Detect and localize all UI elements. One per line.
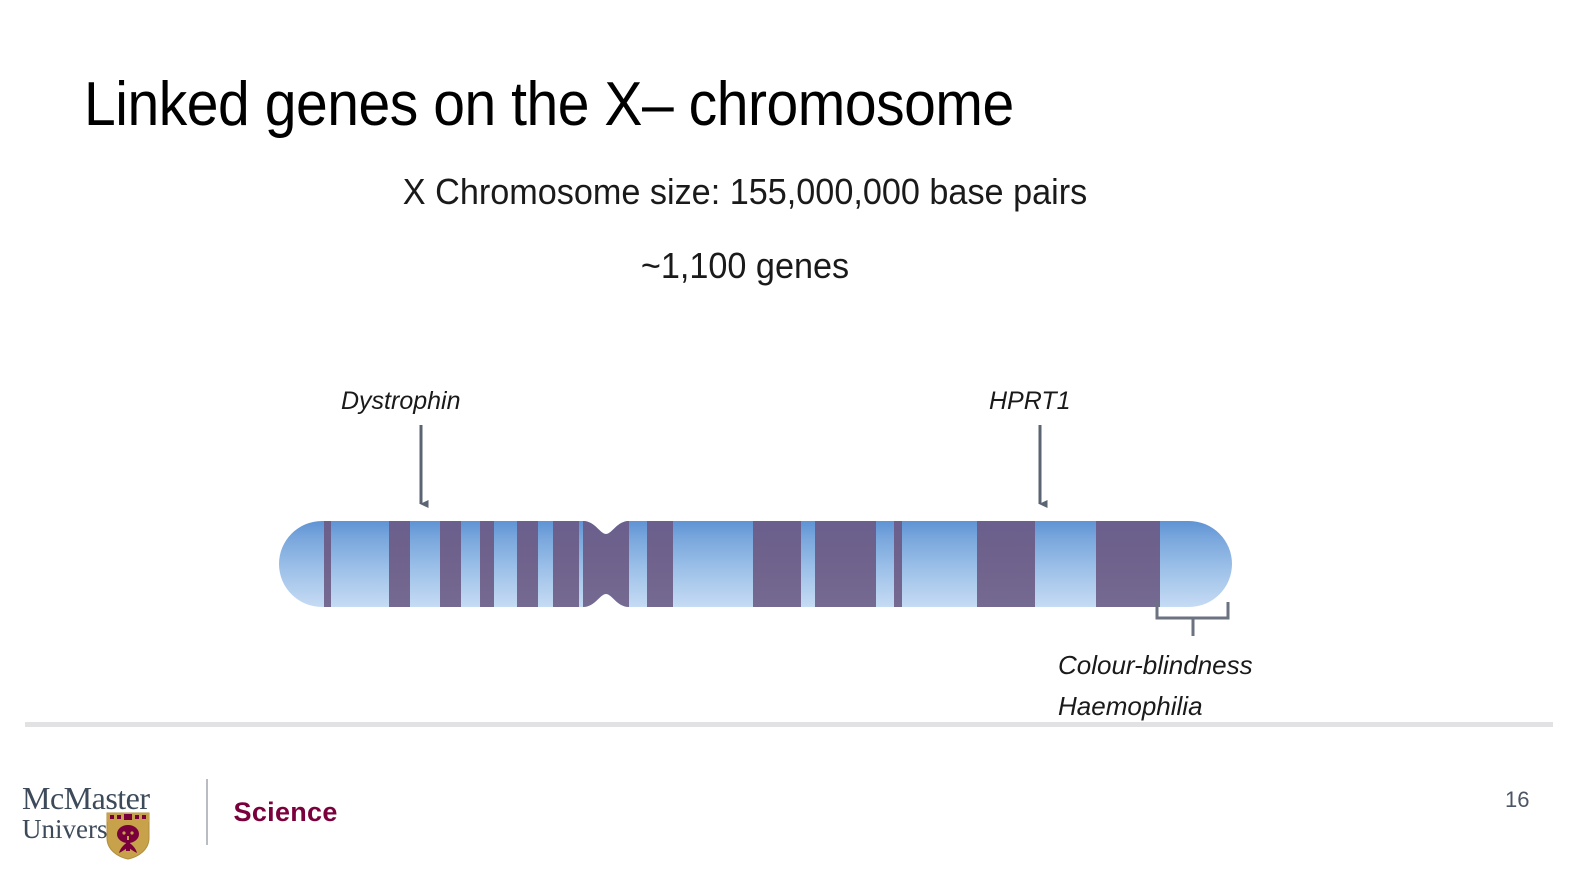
chromosome-band: [517, 521, 538, 607]
page-title: Linked genes on the X– chromosome: [84, 70, 1014, 139]
mcmaster-logo: McMaster University: [22, 779, 338, 860]
region-bracket: [1155, 602, 1230, 636]
chromosome-band: [324, 521, 331, 607]
chromosome-band: [815, 521, 876, 607]
gene-count-text: ~1,100 genes: [640, 245, 850, 286]
chromosome-band: [553, 521, 579, 607]
chromosome-band: [440, 521, 461, 607]
chromosome-size-text: X Chromosome size: 155,000,000 base pair…: [402, 171, 1088, 212]
chromosome-body: [279, 521, 1232, 607]
wordmark-mcmaster: McMaster: [22, 779, 150, 816]
chromosome-band: [977, 521, 1035, 607]
region-label-haemophilia: Haemophilia: [1058, 691, 1203, 721]
logo-divider: [205, 779, 208, 845]
chromosome-band: [389, 521, 410, 607]
page-number: 16: [1505, 787, 1530, 812]
gene-label-hprt1: HPRT1: [989, 387, 1071, 415]
region-label-colour-blindness: Colour-blindness: [1058, 650, 1253, 680]
footer-divider: [25, 722, 1553, 727]
chromosome-band: [480, 521, 494, 607]
subtitle-block: X Chromosome size: 155,000,000 base pair…: [0, 168, 1490, 290]
chromosome-band: [1096, 521, 1160, 607]
faculty-name: Science: [233, 796, 338, 827]
chromosome-band: [647, 521, 673, 607]
centromere-band: [583, 521, 629, 607]
chromosome-band: [753, 521, 801, 607]
chromosome-band: [894, 521, 902, 607]
gene-label-dystrophin: Dystrophin: [341, 387, 461, 415]
mcmaster-crest-icon: [106, 812, 150, 860]
mcmaster-wordmark: McMaster University: [22, 779, 150, 860]
